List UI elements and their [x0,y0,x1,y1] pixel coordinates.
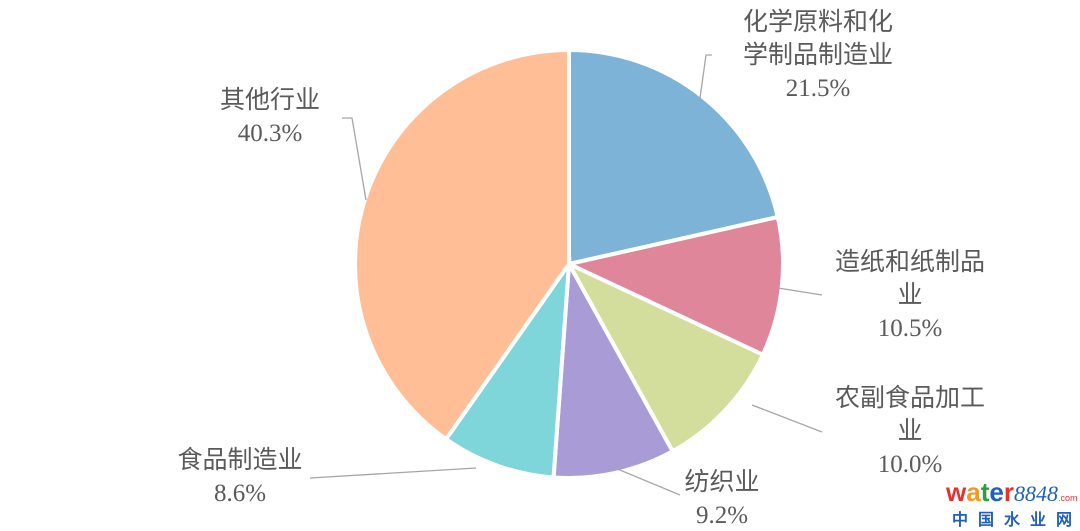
slice-category-label: 造纸和纸制品 [835,248,985,276]
pie-slice [443,256,572,480]
slice-category-label: 其他行业 [220,86,320,114]
watermark-brand: water8848.com [945,477,1077,507]
leader-line [751,404,823,433]
slice-category-label: 农副食品加工 [835,384,985,412]
pie-slice [564,259,766,454]
slice-value-label: 10.5% [878,315,943,342]
slice-category-label: 业 [897,281,922,309]
slice-category-label: 化学原料和化 [743,8,893,36]
leader-line [309,467,477,479]
leader-line [777,287,823,296]
slice-value-label: 40.3% [238,120,303,147]
pie-slice [551,257,676,480]
leader-line [699,54,712,99]
slice-category-label: 食品制造业 [177,446,302,474]
slice-value-label: 21.5% [786,75,851,102]
watermark-logo: water8848.com 中国水业网 [945,477,1080,529]
slice-value-label: 9.2% [696,502,748,529]
slice-category-label: 纺织业 [684,468,759,496]
watermark-subtitle: 中国水业网 [952,510,1080,529]
pie-slice [562,214,785,358]
pie-slice [353,47,571,442]
leader-line [342,117,367,201]
slice-category-label: 业 [897,417,922,445]
leader-line [614,467,681,496]
pie-slice [567,47,781,267]
slice-value-label: 10.0% [878,451,943,478]
slice-value-label: 8.6% [214,480,266,507]
slice-category-label: 学制品制造业 [743,41,893,69]
